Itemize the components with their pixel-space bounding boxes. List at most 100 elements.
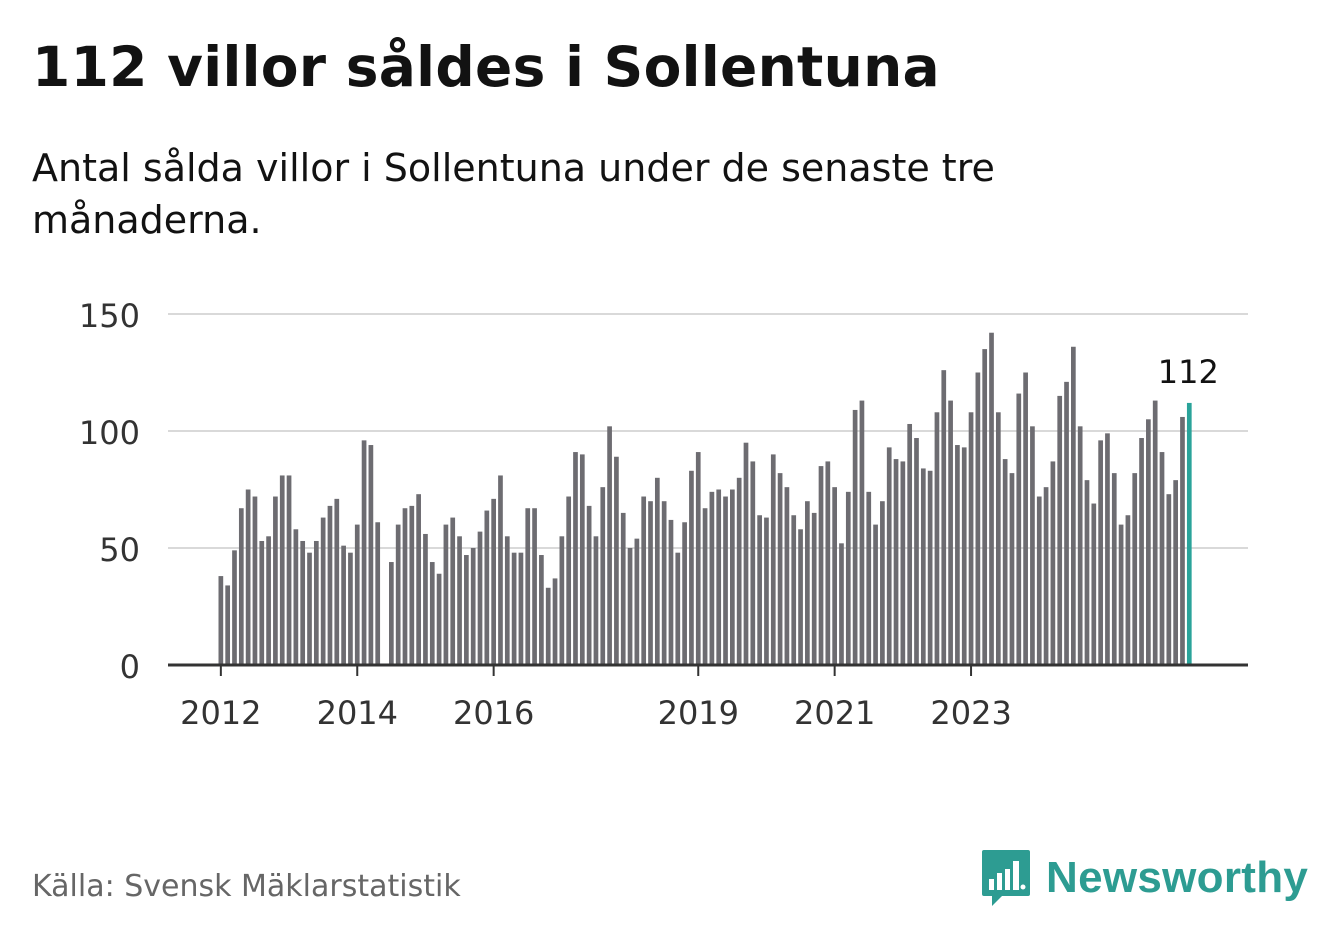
data-bar xyxy=(1009,473,1015,665)
data-bar xyxy=(702,508,708,665)
data-bar xyxy=(620,512,626,665)
data-bar xyxy=(880,501,885,665)
data-bar xyxy=(232,550,237,665)
data-bar xyxy=(579,454,585,665)
data-bar xyxy=(436,573,442,665)
data-bar xyxy=(914,438,919,665)
data-bar xyxy=(1030,426,1035,665)
data-bar xyxy=(511,552,517,665)
data-bar xyxy=(893,459,899,665)
data-bar xyxy=(402,508,408,665)
data-bar xyxy=(218,576,224,665)
newsworthy-brand[interactable]: Newsworthy xyxy=(980,848,1308,908)
data-bar xyxy=(313,540,319,665)
data-bar xyxy=(252,496,258,665)
data-bar xyxy=(736,477,742,665)
data-bar xyxy=(552,578,558,665)
data-bar xyxy=(852,409,858,665)
data-bar xyxy=(354,524,360,665)
data-bar xyxy=(409,505,415,665)
data-bar xyxy=(934,412,940,665)
data-bar xyxy=(307,552,312,665)
data-bar xyxy=(1105,433,1110,665)
data-bar xyxy=(682,522,687,665)
data-bar xyxy=(948,400,953,665)
data-bar xyxy=(845,491,851,665)
y-tick-label: 100 xyxy=(79,414,140,452)
data-bar xyxy=(750,461,756,665)
data-bar xyxy=(1098,440,1103,665)
data-bar xyxy=(743,442,749,665)
data-bar xyxy=(375,522,381,665)
data-bar xyxy=(941,370,947,665)
data-bar xyxy=(477,531,483,665)
data-bar xyxy=(955,445,960,665)
data-bar xyxy=(1111,473,1117,665)
data-bar xyxy=(668,519,674,665)
data-bar xyxy=(1057,395,1063,665)
data-bar xyxy=(1023,372,1028,665)
data-bar xyxy=(927,470,933,665)
data-bar xyxy=(498,475,503,665)
brand-name: Newsworthy xyxy=(1046,853,1309,902)
data-bar xyxy=(975,372,981,665)
data-bar xyxy=(907,423,913,665)
data-bar xyxy=(525,508,531,665)
source-note: Källa: Svensk Mäklarstatistik xyxy=(32,869,461,904)
data-bar xyxy=(900,461,906,665)
data-bar xyxy=(1152,400,1158,665)
data-bar xyxy=(832,487,837,665)
data-bar xyxy=(1132,473,1138,665)
data-bar xyxy=(259,540,265,665)
data-bar xyxy=(518,552,524,665)
data-bar xyxy=(504,536,510,665)
data-bar xyxy=(491,498,496,665)
data-bar xyxy=(586,505,592,665)
data-bar xyxy=(825,461,831,665)
data-bar xyxy=(1166,494,1172,665)
data-bar xyxy=(1064,381,1069,665)
data-bar xyxy=(539,555,544,665)
data-bar xyxy=(1139,438,1144,665)
data-bar xyxy=(654,477,660,665)
data-bar xyxy=(1084,480,1090,665)
y-tick-label: 0 xyxy=(120,648,140,686)
data-bar xyxy=(573,452,578,665)
data-bar xyxy=(443,524,449,665)
data-bar xyxy=(1173,480,1178,665)
data-bar xyxy=(1016,393,1022,665)
data-bar xyxy=(982,349,988,665)
data-bar xyxy=(920,468,926,665)
data-bar xyxy=(634,538,640,665)
data-bar xyxy=(348,552,353,665)
newsworthy-logo-icon xyxy=(982,850,1030,906)
chart-subtitle: Antal sålda villor i Sollentuna under de… xyxy=(32,146,995,242)
data-bar xyxy=(600,487,606,665)
data-bar xyxy=(805,501,810,665)
data-bar xyxy=(1036,496,1042,665)
data-bar xyxy=(450,517,456,665)
data-bar xyxy=(811,512,817,665)
data-bar xyxy=(757,515,762,665)
data-bar xyxy=(320,517,326,665)
data-bar xyxy=(839,543,844,665)
data-bar xyxy=(1125,515,1131,665)
data-bar xyxy=(286,475,292,665)
data-bar xyxy=(368,445,374,665)
data-bar xyxy=(689,470,694,665)
data-bar xyxy=(886,447,892,665)
data-bar xyxy=(334,498,340,665)
x-tick-label: 2023 xyxy=(930,694,1011,732)
data-bar xyxy=(341,545,346,665)
y-tick-label: 150 xyxy=(79,297,140,335)
y-tick-label: 50 xyxy=(99,531,140,569)
data-bar xyxy=(1050,461,1056,665)
data-bar xyxy=(641,496,647,665)
data-bar xyxy=(730,489,735,665)
data-bar xyxy=(245,489,251,665)
data-bar xyxy=(457,536,462,665)
data-bar xyxy=(1159,452,1165,665)
data-bar xyxy=(791,515,797,665)
data-bar xyxy=(723,496,728,665)
data-bar xyxy=(859,400,865,665)
